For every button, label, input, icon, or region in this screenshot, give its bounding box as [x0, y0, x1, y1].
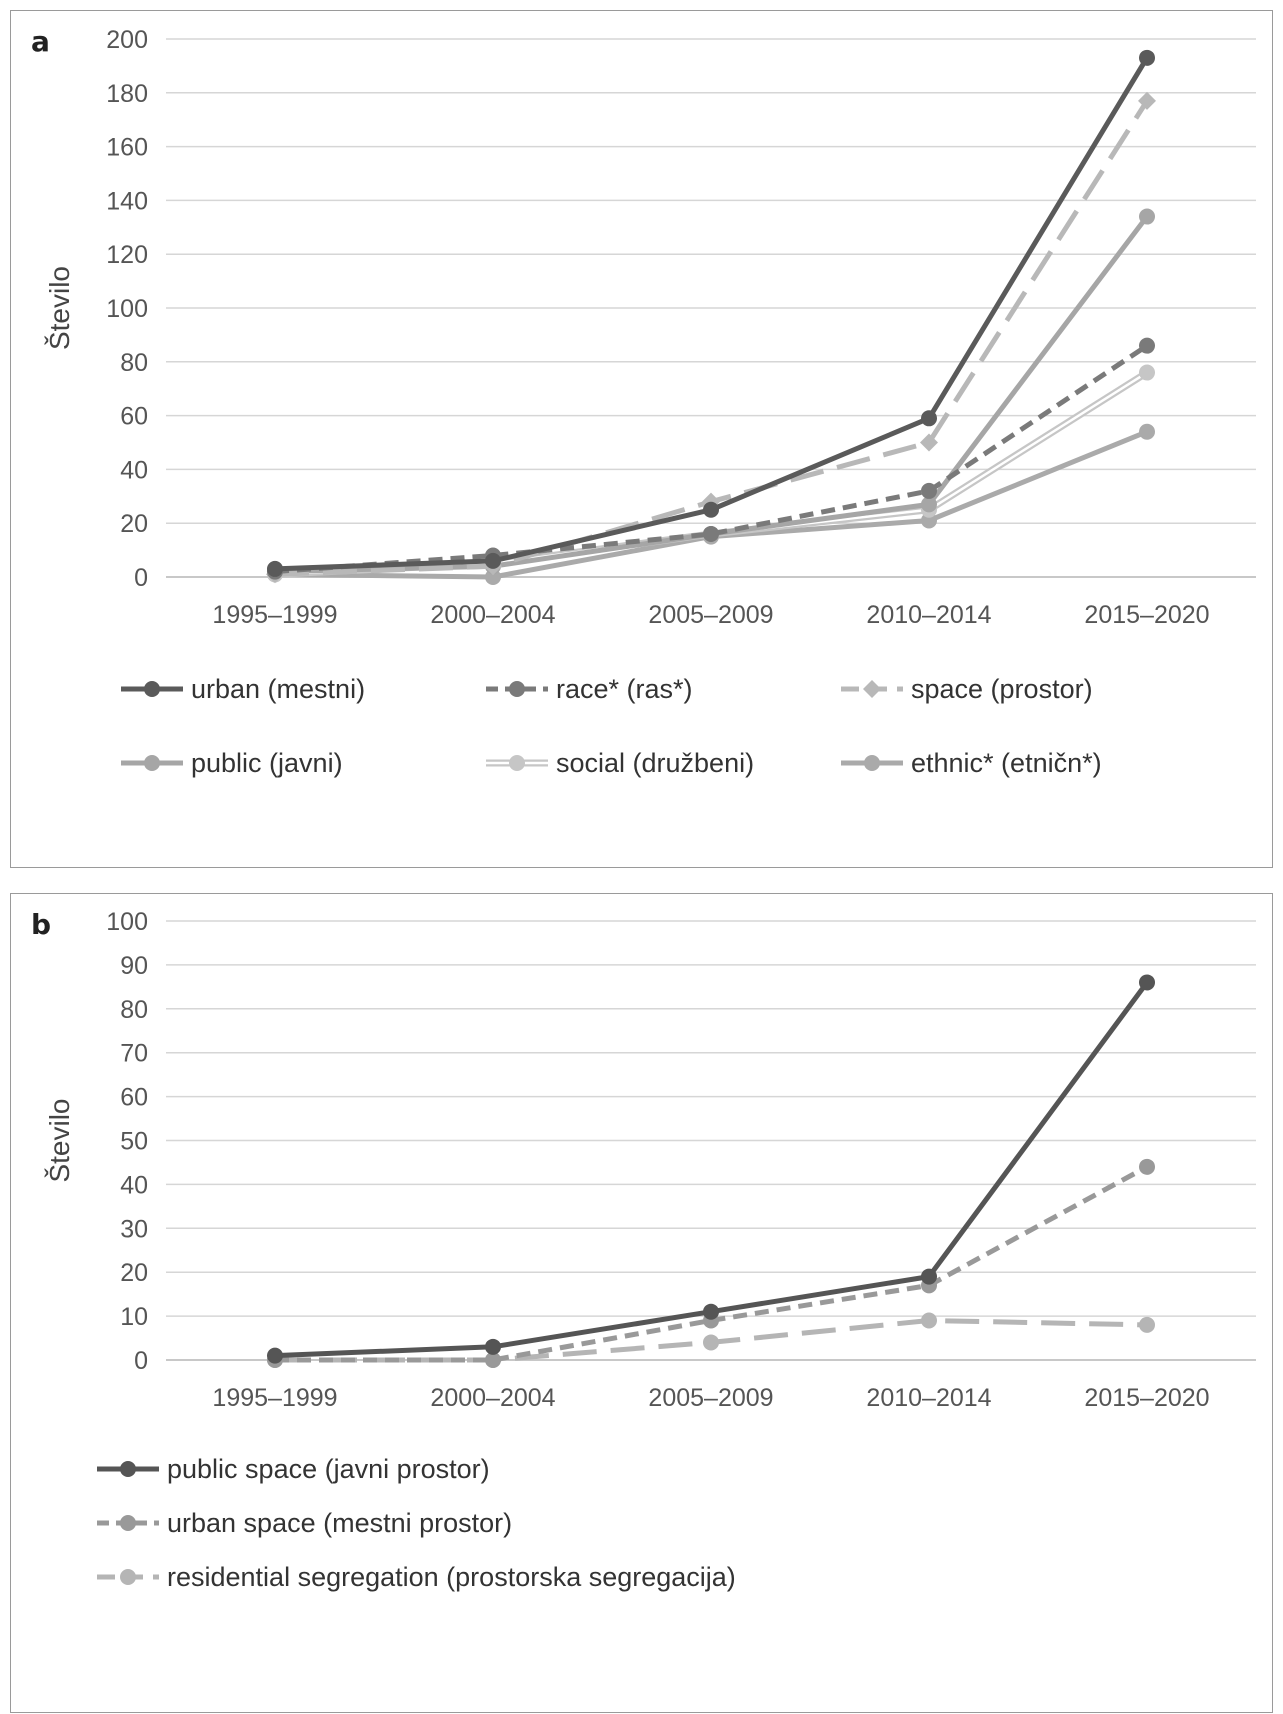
- series-line: [274, 981, 1150, 1359]
- chart-panel-a: a 0 20 40 60 80 100 120 140 160 180 200 1995–1999 20…: [10, 10, 1273, 868]
- legend-marker: [509, 681, 525, 697]
- x-tick-label: 2005–2009: [648, 1384, 773, 1412]
- data-point: [1139, 364, 1155, 381]
- y-tick-label: 180: [106, 80, 148, 108]
- legend-label: public space (javni prostor): [167, 1454, 490, 1484]
- data-point: [703, 1303, 719, 1320]
- data-point: [920, 433, 938, 452]
- y-tick-label: 40: [120, 1171, 148, 1199]
- data-point: [1139, 1316, 1155, 1333]
- series-0: [267, 974, 1155, 1364]
- y-tick-label: 140: [106, 187, 148, 215]
- y-tick-label: 80: [120, 349, 148, 377]
- data-point: [703, 501, 719, 518]
- y-tick-label: 20: [120, 1259, 148, 1287]
- data-point: [1139, 208, 1155, 225]
- legend-marker: [509, 755, 525, 771]
- y-tick-label: 50: [120, 1128, 148, 1156]
- data-point: [267, 560, 283, 577]
- chart-b-svg: 0 10 20 30 40 50 60 70 80 90 100 1995–1999 2000–2004…: [44, 908, 1256, 1592]
- data-point: [921, 1268, 937, 1285]
- data-point: [921, 496, 937, 513]
- y-tick-label: 0: [134, 564, 148, 592]
- data-point: [703, 1334, 719, 1351]
- data-point: [1139, 49, 1155, 66]
- legend-marker: [864, 755, 880, 771]
- chart-a-svg: 0 20 40 60 80 100 120 140 160 180 200 1995–1999 2000…: [44, 26, 1256, 778]
- panel-label: a: [31, 25, 50, 58]
- series-0: [267, 49, 1155, 577]
- x-tick-label: 2010–2014: [866, 1384, 991, 1412]
- x-tick-label: 1995–1999: [212, 1384, 337, 1412]
- data-point: [1138, 91, 1156, 110]
- y-tick-label: 120: [106, 241, 148, 269]
- panel-label: b: [31, 908, 52, 941]
- x-tick-label: 2010–2014: [866, 601, 991, 629]
- legend-label: ethnic* (etničn*): [911, 748, 1102, 778]
- legend-marker: [120, 1515, 136, 1531]
- data-point: [1139, 974, 1155, 991]
- y-tick-label: 30: [120, 1215, 148, 1243]
- data-point: [921, 1312, 937, 1329]
- data-point: [921, 482, 937, 499]
- x-tick-label: 1995–1999: [212, 601, 337, 629]
- series-line: [274, 56, 1150, 572]
- legend-marker: [120, 1569, 136, 1585]
- data-point: [267, 1347, 283, 1364]
- x-tick-label: 2015–2020: [1084, 601, 1209, 629]
- legend-marker: [144, 755, 160, 771]
- legend-label: public (javni): [191, 748, 343, 778]
- legend-marker: [120, 1461, 136, 1477]
- legend-label: space (prostor): [911, 674, 1093, 704]
- y-tick-label: 10: [120, 1303, 148, 1331]
- y-tick-label: 40: [120, 456, 148, 484]
- y-tick-label: 160: [106, 134, 148, 162]
- data-point: [485, 1352, 501, 1368]
- legend-marker: [144, 681, 160, 697]
- y-tick-label: 0: [134, 1347, 148, 1375]
- data-point: [1139, 423, 1155, 440]
- y-tick-label: 70: [120, 1040, 148, 1068]
- y-tick-label: 20: [120, 510, 148, 538]
- data-point: [1139, 1158, 1155, 1175]
- y-tick-label: 60: [120, 403, 148, 431]
- y-tick-label: 200: [106, 26, 148, 54]
- x-tick-label: 2000–2004: [430, 601, 555, 629]
- legend-label: urban (mestni): [191, 674, 365, 704]
- legend-label: social (družbeni): [556, 748, 754, 778]
- legend-marker: [863, 680, 881, 698]
- legend-label: residential segregation (prostorska segr…: [167, 1562, 736, 1592]
- y-tick-label: 60: [120, 1084, 148, 1112]
- y-axis-label: Število: [44, 1098, 75, 1182]
- data-point: [703, 525, 719, 542]
- y-tick-label: 100: [106, 295, 148, 323]
- y-tick-label: 80: [120, 996, 148, 1024]
- y-tick-label: 100: [106, 908, 148, 936]
- x-tick-label: 2005–2009: [648, 601, 773, 629]
- data-point: [921, 410, 937, 427]
- legend-label: urban space (mestni prostor): [167, 1508, 512, 1538]
- x-tick-label: 2000–2004: [430, 1384, 555, 1412]
- data-point: [1139, 337, 1155, 354]
- data-point: [485, 1338, 501, 1355]
- series-line: [275, 1164, 1149, 1363]
- series-2: [266, 91, 1156, 584]
- y-tick-label: 90: [120, 952, 148, 980]
- legend-label: race* (ras*): [556, 674, 693, 704]
- chart-panel-b: b 0 10 20 30 40 50 60 70 80 90 100 1995–1999 2000–20…: [10, 893, 1273, 1713]
- series-line: [274, 343, 1149, 575]
- x-tick-label: 2015–2020: [1084, 1384, 1209, 1412]
- y-axis-label: Število: [44, 266, 75, 350]
- series-4: [267, 364, 1155, 583]
- data-point: [485, 552, 501, 569]
